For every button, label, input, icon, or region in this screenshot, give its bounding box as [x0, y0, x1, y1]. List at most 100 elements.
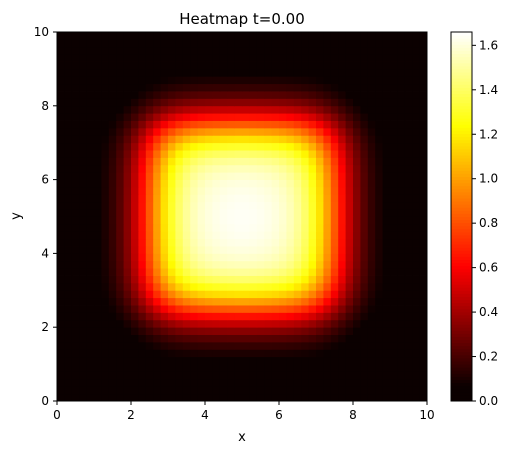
heatmap-cell [153, 201, 161, 210]
heatmap-cell [412, 216, 420, 225]
colorbar-segment [451, 339, 472, 344]
heatmap-cell [264, 371, 272, 380]
heatmap-cell [412, 341, 420, 350]
heatmap-cell [338, 290, 346, 299]
heatmap-cell [145, 356, 154, 365]
heatmap-cell [131, 268, 139, 276]
heatmap-cell [160, 246, 169, 254]
heatmap-cell [242, 201, 250, 210]
heatmap-cell [197, 172, 206, 180]
heatmap-cell [330, 260, 339, 269]
heatmap-cell [160, 68, 169, 77]
heatmap-cell [160, 113, 169, 121]
heatmap-cell [108, 378, 117, 387]
heatmap-cell [419, 238, 428, 247]
heatmap-cell [397, 378, 406, 387]
heatmap-cell [175, 260, 184, 269]
heatmap-cell [205, 98, 213, 107]
heatmap-cell [286, 223, 295, 232]
heatmap-cell [116, 216, 124, 225]
heatmap-cell [123, 91, 132, 99]
heatmap-cell [242, 393, 250, 402]
heatmap-cell [367, 113, 376, 121]
heatmap-cell [86, 172, 95, 180]
heatmap-cell [249, 305, 258, 313]
heatmap-cell [404, 393, 413, 402]
heatmap-cell [197, 260, 206, 269]
heatmap-cell [71, 201, 80, 210]
heatmap-cell [71, 61, 80, 70]
heatmap-cell [131, 209, 139, 217]
heatmap-cell [242, 223, 250, 232]
heatmap-cell [138, 341, 147, 350]
colorbar-segment [451, 357, 472, 362]
heatmap-cell [94, 150, 102, 158]
heatmap-cell [390, 312, 398, 321]
heatmap-cell [160, 378, 169, 387]
heatmap-cell [205, 157, 213, 166]
heatmap-cell [212, 194, 221, 203]
heatmap-cell [123, 268, 132, 276]
heatmap-cell [168, 371, 176, 380]
heatmap-cell [234, 246, 243, 254]
heatmap-cell [212, 356, 221, 365]
heatmap-cell [360, 127, 369, 136]
heatmap-cell [249, 98, 258, 107]
heatmap-cell [345, 91, 354, 99]
colorbar-segment [451, 133, 472, 138]
heatmap-cell [79, 260, 87, 269]
heatmap-cell [101, 201, 110, 210]
heatmap-cell [390, 349, 398, 358]
heatmap-cell [227, 76, 235, 85]
heatmap-cell [301, 341, 309, 350]
heatmap-cell [197, 305, 206, 313]
heatmap-cell [286, 268, 295, 276]
heatmap-cell [123, 393, 132, 402]
heatmap-cell [249, 142, 258, 151]
heatmap-cell [330, 268, 339, 276]
heatmap-cell [412, 98, 420, 107]
heatmap-cell [123, 61, 132, 70]
heatmap-cell [108, 46, 117, 55]
heatmap-cell [382, 68, 391, 77]
heatmap-cell [197, 68, 206, 77]
heatmap-cell [168, 334, 176, 343]
heatmap-cell [94, 253, 102, 262]
heatmap-cell [168, 194, 176, 203]
heatmap-cell [308, 61, 317, 70]
heatmap-cell [279, 201, 287, 210]
heatmap-cell [338, 113, 346, 121]
heatmap-cell [64, 120, 73, 129]
heatmap-cell [345, 39, 354, 48]
heatmap-cell [279, 268, 287, 276]
heatmap-cell [293, 349, 302, 358]
heatmap-cell [197, 356, 206, 365]
heatmap-cell [264, 179, 272, 188]
heatmap-cell [57, 246, 65, 254]
heatmap-cell [94, 246, 102, 254]
colorbar-segment [451, 65, 472, 70]
heatmap-cell [338, 231, 346, 240]
heatmap-cell [219, 253, 228, 262]
heatmap-cell [353, 39, 361, 48]
heatmap-cell [264, 275, 272, 284]
heatmap-cell [390, 305, 398, 313]
heatmap-cell [360, 253, 369, 262]
heatmap-cell [286, 164, 295, 173]
heatmap-cell [249, 127, 258, 136]
heatmap-cell [345, 327, 354, 335]
heatmap-cell [367, 305, 376, 313]
heatmap-cell [271, 231, 280, 240]
heatmap-cell [168, 39, 176, 48]
heatmap-cell [256, 39, 265, 48]
heatmap-cell [353, 46, 361, 55]
heatmap-cell [64, 157, 73, 166]
heatmap-cell [131, 371, 139, 380]
heatmap-cell [390, 105, 398, 114]
heatmap-cell [419, 223, 428, 232]
heatmap-cell [64, 172, 73, 180]
heatmap-cell [308, 223, 317, 232]
heatmap-cell [412, 61, 420, 70]
heatmap-cell [404, 150, 413, 158]
heatmap-cell [145, 393, 154, 402]
